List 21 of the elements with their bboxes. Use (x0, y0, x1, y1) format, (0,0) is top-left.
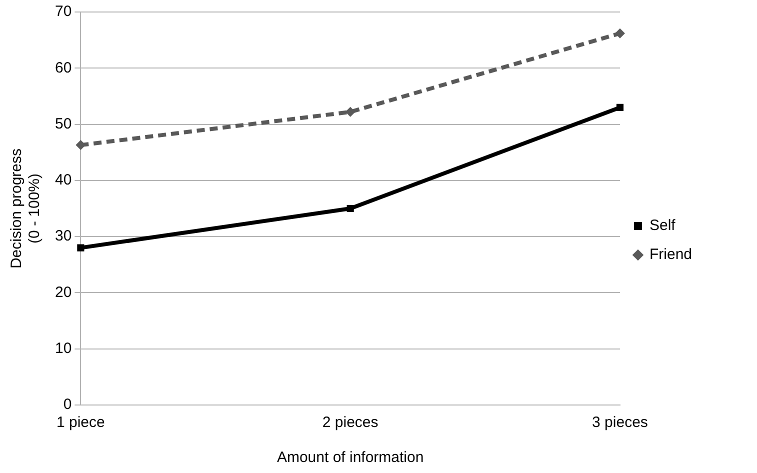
point (616, 104, 624, 111)
point (77, 244, 84, 252)
y-tick-label: 70 (54, 3, 72, 20)
y-tick-label: 20 (54, 284, 72, 301)
y-tick-label: 30 (54, 228, 72, 245)
point (614, 28, 625, 38)
legend-label: Self (649, 217, 676, 234)
y-tick-label: 40 (54, 172, 72, 189)
y-axis-title: Decision progress (0 - 100%) (8, 148, 44, 269)
point (345, 106, 356, 117)
point (76, 140, 86, 150)
point (346, 204, 354, 212)
y-tick-label: 0 (63, 396, 72, 414)
y-tick-label: 60 (54, 59, 72, 76)
y-tick-label: 50 (54, 115, 72, 132)
x-tick-label: 1 piece (56, 414, 105, 432)
x-tick-label: 3 pieces (592, 414, 648, 432)
x-axis-title: Amount of information (276, 449, 424, 466)
x-tick-label: 2 pieces (322, 414, 378, 432)
y-tick-label: 10 (54, 340, 72, 357)
legend-label: Friend (649, 246, 692, 264)
